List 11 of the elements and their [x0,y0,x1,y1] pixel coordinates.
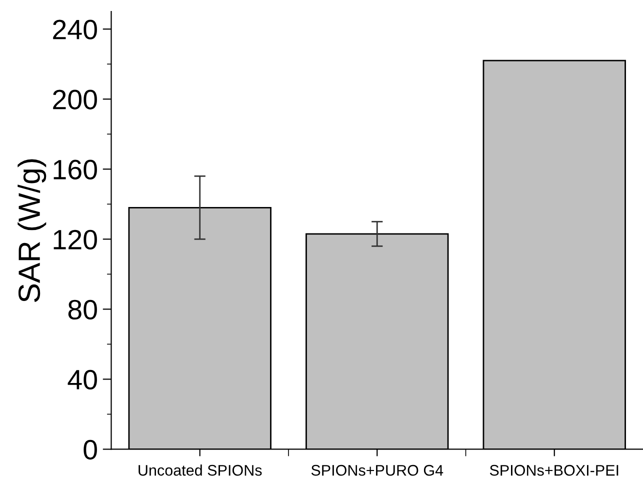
y-tick-label: 200 [53,90,97,110]
x-tick-label: Uncoated SPIONs [138,464,262,476]
y-tick-label: 240 [53,20,97,40]
x-tick-label: SPIONs+BOXI-PEI [490,464,618,476]
x-tick-label: SPIONs+PURO G4 [311,464,444,476]
y-tick-label: 40 [68,370,97,390]
y-tick-label: 80 [68,300,97,320]
y-tick-label: 0 [84,440,97,460]
y-tick-label: 120 [54,230,97,250]
y-tick-label: 160 [54,160,97,180]
y-axis-title: SAR (W/g) [18,159,46,302]
